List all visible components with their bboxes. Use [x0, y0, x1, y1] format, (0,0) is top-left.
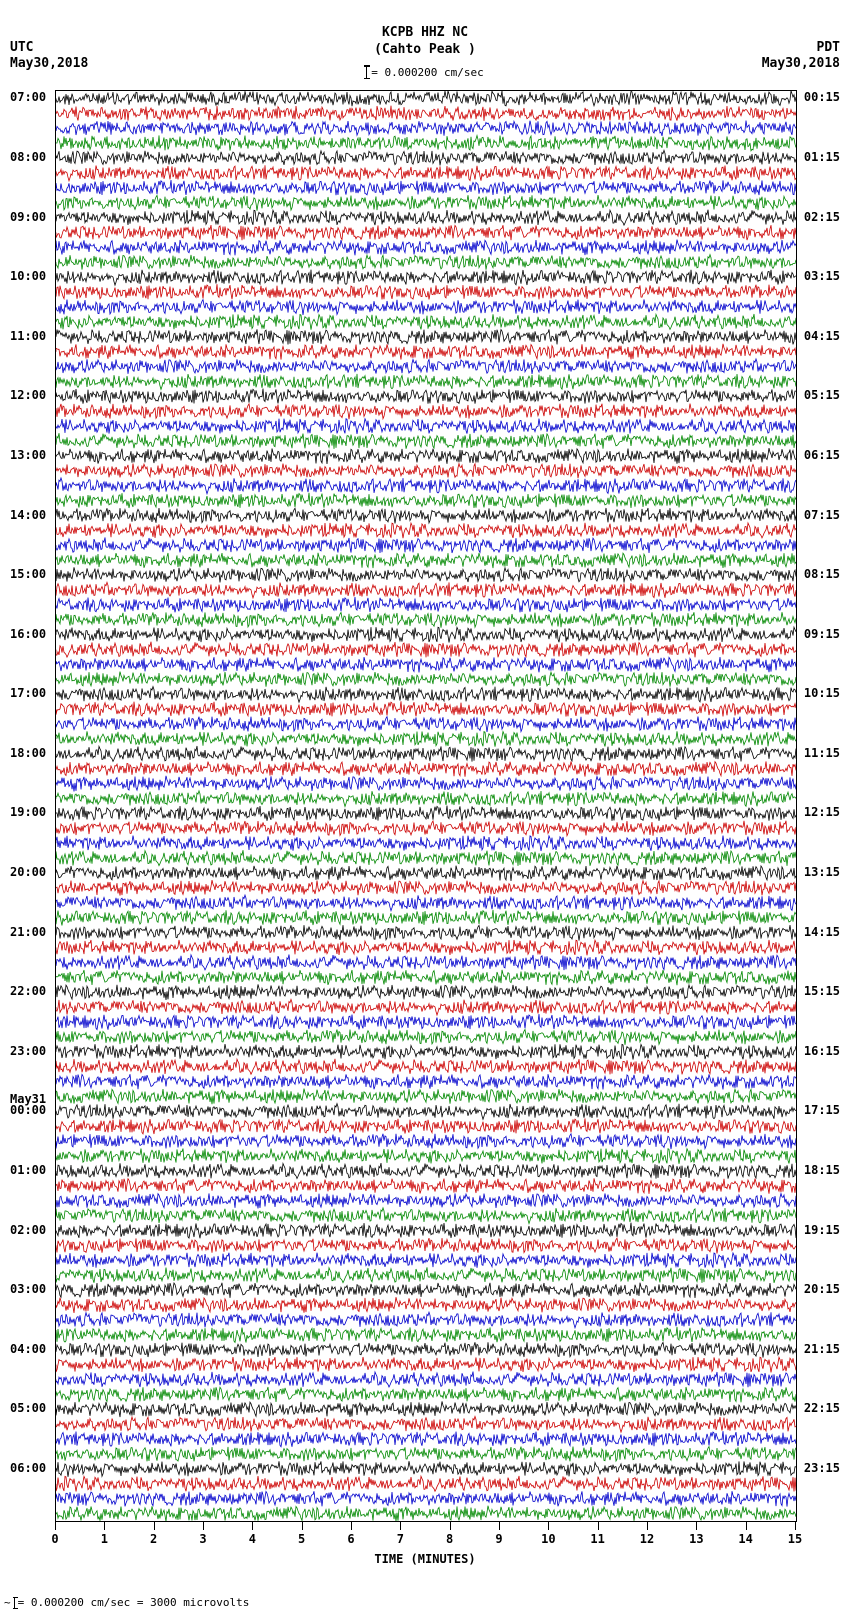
utc-hour-label: 15:00: [10, 567, 46, 581]
utc-hour-label: 21:00: [10, 925, 46, 939]
utc-hour-label: 16:00: [10, 627, 46, 641]
pdt-hour-label: 05:15: [804, 388, 840, 402]
pdt-hour-label: 13:15: [804, 865, 840, 879]
utc-hour-label: 06:00: [10, 1461, 46, 1475]
date-right: May30,2018: [762, 56, 840, 71]
x-tick-label: 4: [249, 1532, 256, 1546]
pdt-hour-label: 18:15: [804, 1163, 840, 1177]
pdt-hour-label: 10:15: [804, 686, 840, 700]
pdt-hour-label: 08:15: [804, 567, 840, 581]
utc-hour-label: 19:00: [10, 805, 46, 819]
scale-bar-icon: [14, 1597, 15, 1609]
x-tick-label: 13: [689, 1532, 703, 1546]
pdt-hour-label: 00:15: [804, 90, 840, 104]
x-tick-label: 6: [347, 1532, 354, 1546]
x-tick: [598, 1522, 599, 1530]
pdt-hour-label: 23:15: [804, 1461, 840, 1475]
pdt-hour-label: 09:15: [804, 627, 840, 641]
pdt-hour-label: 16:15: [804, 1044, 840, 1058]
x-tick: [154, 1522, 155, 1530]
pdt-hour-label: 06:15: [804, 448, 840, 462]
footer-scale: ~ = 0.000200 cm/sec = 3000 microvolts: [4, 1596, 249, 1609]
utc-hour-label: 22:00: [10, 984, 46, 998]
utc-hour-label: 17:00: [10, 686, 46, 700]
utc-hour-label: 23:00: [10, 1044, 46, 1058]
x-tick-label: 1: [101, 1532, 108, 1546]
pdt-hour-label: 20:15: [804, 1282, 840, 1296]
timezone-left: UTC: [10, 40, 33, 55]
utc-hour-label: 07:00: [10, 90, 46, 104]
x-tick: [302, 1522, 303, 1530]
pdt-hour-label: 14:15: [804, 925, 840, 939]
utc-hour-label: 02:00: [10, 1223, 46, 1237]
x-tick-label: 8: [446, 1532, 453, 1546]
pdt-hour-label: 01:15: [804, 150, 840, 164]
scale-value: = 0.000200 cm/sec: [371, 66, 484, 79]
x-tick-label: 15: [788, 1532, 802, 1546]
footer-text: = 0.000200 cm/sec = 3000 microvolts: [18, 1596, 250, 1609]
x-tick: [400, 1522, 401, 1530]
scale-bar-icon: [366, 65, 367, 79]
seismogram-plot: [55, 90, 797, 1522]
utc-hour-label: 12:00: [10, 388, 46, 402]
station-title: KCPB HHZ NC: [0, 25, 850, 40]
utc-hour-label: 13:00: [10, 448, 46, 462]
utc-hour-label: 18:00: [10, 746, 46, 760]
x-tick: [647, 1522, 648, 1530]
pdt-hour-label: 12:15: [804, 805, 840, 819]
x-tick-label: 2: [150, 1532, 157, 1546]
pdt-hour-label: 03:15: [804, 269, 840, 283]
x-tick-label: 9: [495, 1532, 502, 1546]
x-tick: [351, 1522, 352, 1530]
x-tick: [55, 1522, 56, 1530]
x-tick: [203, 1522, 204, 1530]
x-axis-title: TIME (MINUTES): [0, 1552, 850, 1566]
x-tick: [450, 1522, 451, 1530]
pdt-hour-label: 19:15: [804, 1223, 840, 1237]
x-tick-label: 7: [397, 1532, 404, 1546]
date-left: May30,2018: [10, 56, 88, 71]
pdt-hour-label: 21:15: [804, 1342, 840, 1356]
x-tick-label: 0: [51, 1532, 58, 1546]
x-tick: [104, 1522, 105, 1530]
utc-hour-label: 01:00: [10, 1163, 46, 1177]
utc-hour-label: 05:00: [10, 1401, 46, 1415]
x-tick-label: 10: [541, 1532, 555, 1546]
x-tick-label: 3: [199, 1532, 206, 1546]
x-tick: [252, 1522, 253, 1530]
x-tick-label: 5: [298, 1532, 305, 1546]
waveform-traces: [56, 91, 796, 1521]
x-tick: [696, 1522, 697, 1530]
utc-hour-label: 10:00: [10, 269, 46, 283]
pdt-hour-label: 15:15: [804, 984, 840, 998]
x-tick: [795, 1522, 796, 1530]
x-tick-label: 11: [590, 1532, 604, 1546]
x-tick-label: 14: [738, 1532, 752, 1546]
location-subtitle: (Cahto Peak ): [0, 42, 850, 57]
timezone-right: PDT: [817, 40, 840, 55]
pdt-hour-label: 17:15: [804, 1103, 840, 1117]
x-tick: [499, 1522, 500, 1530]
pdt-hour-label: 11:15: [804, 746, 840, 760]
scale-indicator: = 0.000200 cm/sec: [0, 66, 850, 80]
pdt-hour-label: 02:15: [804, 210, 840, 224]
utc-hour-label: 03:00: [10, 1282, 46, 1296]
utc-hour-label: 09:00: [10, 210, 46, 224]
x-tick: [548, 1522, 549, 1530]
utc-hour-label: 04:00: [10, 1342, 46, 1356]
pdt-hour-label: 07:15: [804, 508, 840, 522]
x-tick-label: 12: [640, 1532, 654, 1546]
seismogram-container: KCPB HHZ NC (Cahto Peak ) = 0.000200 cm/…: [0, 0, 850, 1613]
utc-hour-label: 08:00: [10, 150, 46, 164]
footer-prefix: ~: [4, 1596, 11, 1609]
pdt-hour-label: 04:15: [804, 329, 840, 343]
x-tick: [746, 1522, 747, 1530]
utc-hour-label: 14:00: [10, 508, 46, 522]
utc-hour-label: 11:00: [10, 329, 46, 343]
utc-hour-label: 20:00: [10, 865, 46, 879]
pdt-hour-label: 22:15: [804, 1401, 840, 1415]
day-change-label: May31: [10, 1092, 46, 1106]
